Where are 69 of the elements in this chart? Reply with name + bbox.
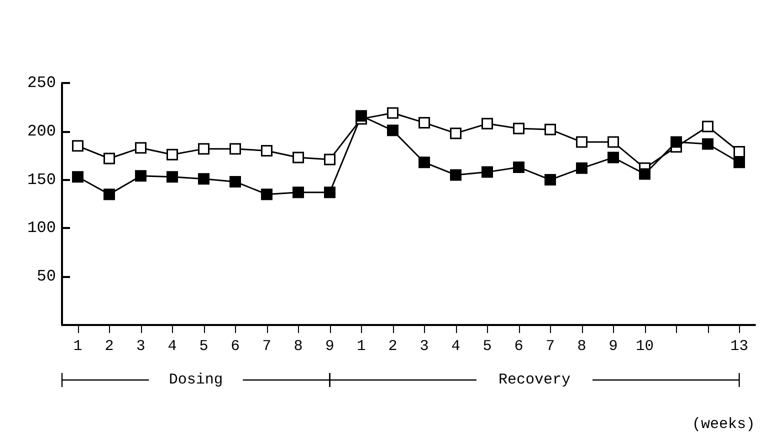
point — [734, 146, 745, 158]
point — [670, 136, 682, 148]
point — [72, 140, 84, 152]
x-tick-label: 8 — [294, 338, 303, 355]
x-tick-label: 9 — [325, 338, 334, 355]
y-tick-label: 150 — [27, 170, 56, 189]
x-tick-label: 6 — [514, 338, 524, 355]
x-tick-label: 7 — [546, 338, 555, 355]
point — [513, 161, 524, 173]
x-tick-label: 13 — [730, 338, 748, 355]
point — [418, 156, 430, 168]
point — [135, 170, 146, 182]
point — [702, 138, 714, 150]
x-tick-label: 8 — [577, 338, 586, 355]
y-tick-label: 250 — [27, 74, 56, 92]
point — [230, 176, 241, 188]
x-tick-label: 2 — [104, 338, 114, 355]
point — [482, 118, 493, 130]
point — [482, 166, 493, 178]
x-tick-label: 1 — [73, 338, 82, 355]
point — [702, 120, 714, 132]
x-tick-label: 4 — [168, 338, 177, 355]
point — [387, 107, 398, 119]
point — [198, 173, 210, 185]
point — [608, 152, 619, 164]
point — [513, 122, 524, 134]
y-tick-label: 50 — [36, 268, 56, 286]
x-tick-label: 5 — [199, 338, 208, 355]
point — [639, 168, 650, 180]
x-tick-label: 5 — [482, 338, 492, 355]
point — [608, 136, 619, 148]
point — [261, 188, 272, 200]
point — [198, 143, 210, 155]
point — [734, 156, 745, 168]
x-axis-title: (weeks) — [692, 416, 756, 433]
x-tick-label: 3 — [136, 338, 146, 355]
x-tick-label: 4 — [451, 338, 460, 355]
point — [104, 188, 115, 200]
point — [418, 116, 430, 128]
x-tick-label: 2 — [388, 338, 398, 355]
point — [72, 171, 84, 183]
point — [166, 148, 178, 160]
point — [450, 128, 462, 140]
y-tick-label: 200 — [27, 122, 56, 140]
x-tick-label: 1 — [356, 338, 366, 355]
x-tick-label: 6 — [230, 338, 240, 355]
point — [576, 162, 588, 174]
x-tick-label: 3 — [420, 338, 429, 355]
point — [292, 152, 304, 164]
text: Recovery — [498, 372, 571, 388]
point — [324, 186, 336, 198]
x-tick-label: 10 — [636, 338, 654, 355]
point — [104, 152, 115, 164]
point — [544, 124, 556, 136]
point — [450, 169, 462, 181]
point — [135, 142, 146, 154]
point — [544, 174, 556, 186]
point — [261, 145, 272, 157]
point — [166, 171, 178, 183]
point — [292, 186, 304, 198]
point — [324, 154, 336, 166]
text: Dosing — [168, 372, 223, 388]
point — [387, 124, 398, 136]
x-tick-label: 9 — [608, 338, 618, 355]
point — [230, 143, 241, 155]
point — [356, 110, 367, 122]
y-tick-label: 100 — [27, 219, 56, 238]
point — [576, 136, 588, 148]
x-tick-label: 7 — [262, 338, 272, 355]
